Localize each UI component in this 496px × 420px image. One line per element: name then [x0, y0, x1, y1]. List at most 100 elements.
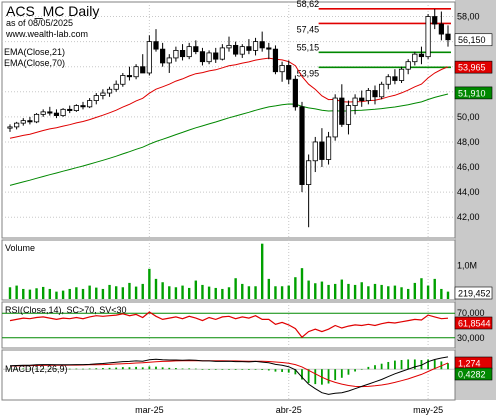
candle-body — [27, 120, 33, 123]
candle-body — [266, 47, 272, 50]
macd-histogram-bar — [194, 368, 197, 370]
macd-histogram-bar — [248, 369, 250, 370]
date-tick-label: mar-25 — [135, 405, 164, 415]
volume-bar — [413, 282, 417, 299]
value-badge — [454, 60, 493, 74]
volume-bar — [227, 287, 231, 299]
volume-bar — [300, 268, 304, 299]
macd-histogram-bar — [261, 369, 264, 370]
candle-body — [359, 97, 365, 101]
volume-bar — [426, 285, 430, 299]
candles — [7, 9, 451, 228]
price-tick-label: 50,00 — [457, 112, 480, 122]
value-badge-text: 219,452 — [458, 289, 491, 299]
macd-histogram-bar — [48, 368, 51, 370]
volume-bar — [280, 286, 284, 299]
macd-histogram-bar — [29, 368, 31, 370]
candle-body — [345, 105, 352, 125]
candle-body — [286, 65, 292, 80]
ema70-legend: EMA(Close,70) — [4, 58, 65, 68]
rsi-plot — [2, 311, 455, 339]
candle-body — [87, 100, 93, 108]
volume-bar — [420, 278, 423, 299]
volume-bar — [241, 283, 244, 299]
volume-bar — [314, 283, 317, 299]
value-badge-text: 61,8544 — [458, 319, 491, 329]
macd-histogram-bar — [380, 363, 383, 370]
candle-body — [272, 48, 279, 73]
macd-histogram-bar — [121, 367, 124, 370]
macd-histogram-bar — [22, 368, 25, 370]
candle-body — [166, 57, 172, 64]
volume-bar — [260, 243, 264, 299]
volume-bar — [393, 285, 397, 299]
macd-histogram-bar — [35, 368, 38, 370]
candle-body — [160, 48, 166, 64]
candle-body — [60, 108, 66, 117]
candle-body — [412, 53, 418, 63]
macd-plot — [2, 356, 455, 395]
candle-body — [352, 97, 358, 106]
volume-bar — [128, 282, 131, 299]
macd-histogram-bar — [394, 360, 396, 370]
candle-body — [252, 41, 259, 51]
macd-histogram-bar — [254, 369, 257, 370]
volume-bar — [134, 286, 138, 299]
candle-body — [306, 160, 312, 185]
ema21-legend: EMA(Close,21) — [4, 47, 65, 57]
macd-histogram-bar — [188, 368, 191, 370]
macd-histogram-bar — [62, 368, 64, 370]
candle-body — [319, 141, 325, 160]
candle-body — [67, 108, 73, 111]
volume-bar — [287, 285, 290, 299]
candle-body — [418, 53, 425, 58]
value-badge — [454, 286, 493, 300]
candle-body — [146, 41, 152, 74]
candle-body — [153, 41, 159, 50]
candle-body — [233, 44, 239, 55]
macd-histogram-bar — [234, 369, 237, 370]
volume-bar — [400, 287, 403, 299]
volume-bar — [340, 279, 344, 299]
macd-histogram-bar — [208, 369, 210, 370]
volume-bar — [221, 288, 224, 299]
macd-histogram-bar — [407, 359, 410, 370]
level-label: 57,45 — [297, 24, 320, 34]
macd-histogram-bar — [274, 369, 277, 372]
candle-body — [279, 65, 285, 73]
volume-bar — [320, 281, 324, 299]
volume-bar — [108, 284, 111, 299]
candle-body — [365, 90, 371, 101]
macd-histogram-bar — [95, 368, 98, 370]
macd-histogram-bar — [307, 369, 310, 383]
price-tick-label: 58,00 — [457, 12, 480, 22]
volume-bar — [373, 283, 377, 299]
value-badge — [454, 367, 493, 381]
candle-body — [80, 105, 86, 108]
volume-bar — [55, 291, 58, 299]
price-tick-label: 46,00 — [457, 162, 480, 172]
macd-histogram-bar — [340, 369, 343, 378]
volume-bar — [75, 287, 78, 299]
macd-histogram-bar — [214, 369, 217, 370]
watermark-text: www.wealth-lab.com — [5, 29, 88, 39]
rsi-tick-label: 70,000 — [457, 308, 485, 318]
candle-body — [186, 46, 192, 58]
macd-histogram-bar — [9, 368, 11, 370]
volume-bar — [347, 283, 350, 299]
level-label: 55,15 — [297, 42, 320, 52]
macd-histogram-bar — [360, 368, 363, 370]
volume-bar — [141, 283, 144, 299]
price-tick-label: 44,00 — [457, 187, 480, 197]
macd-histogram-bar — [15, 368, 18, 370]
candle-body — [445, 33, 451, 41]
volume-bar — [101, 288, 105, 299]
volume-bar — [114, 286, 118, 299]
volume-bar — [95, 287, 98, 299]
macd-histogram-bar — [433, 360, 436, 370]
volume-bar — [294, 277, 297, 299]
candle-body — [179, 50, 186, 58]
macd-histogram-bar — [413, 359, 416, 370]
macd-histogram-bar — [181, 368, 184, 370]
